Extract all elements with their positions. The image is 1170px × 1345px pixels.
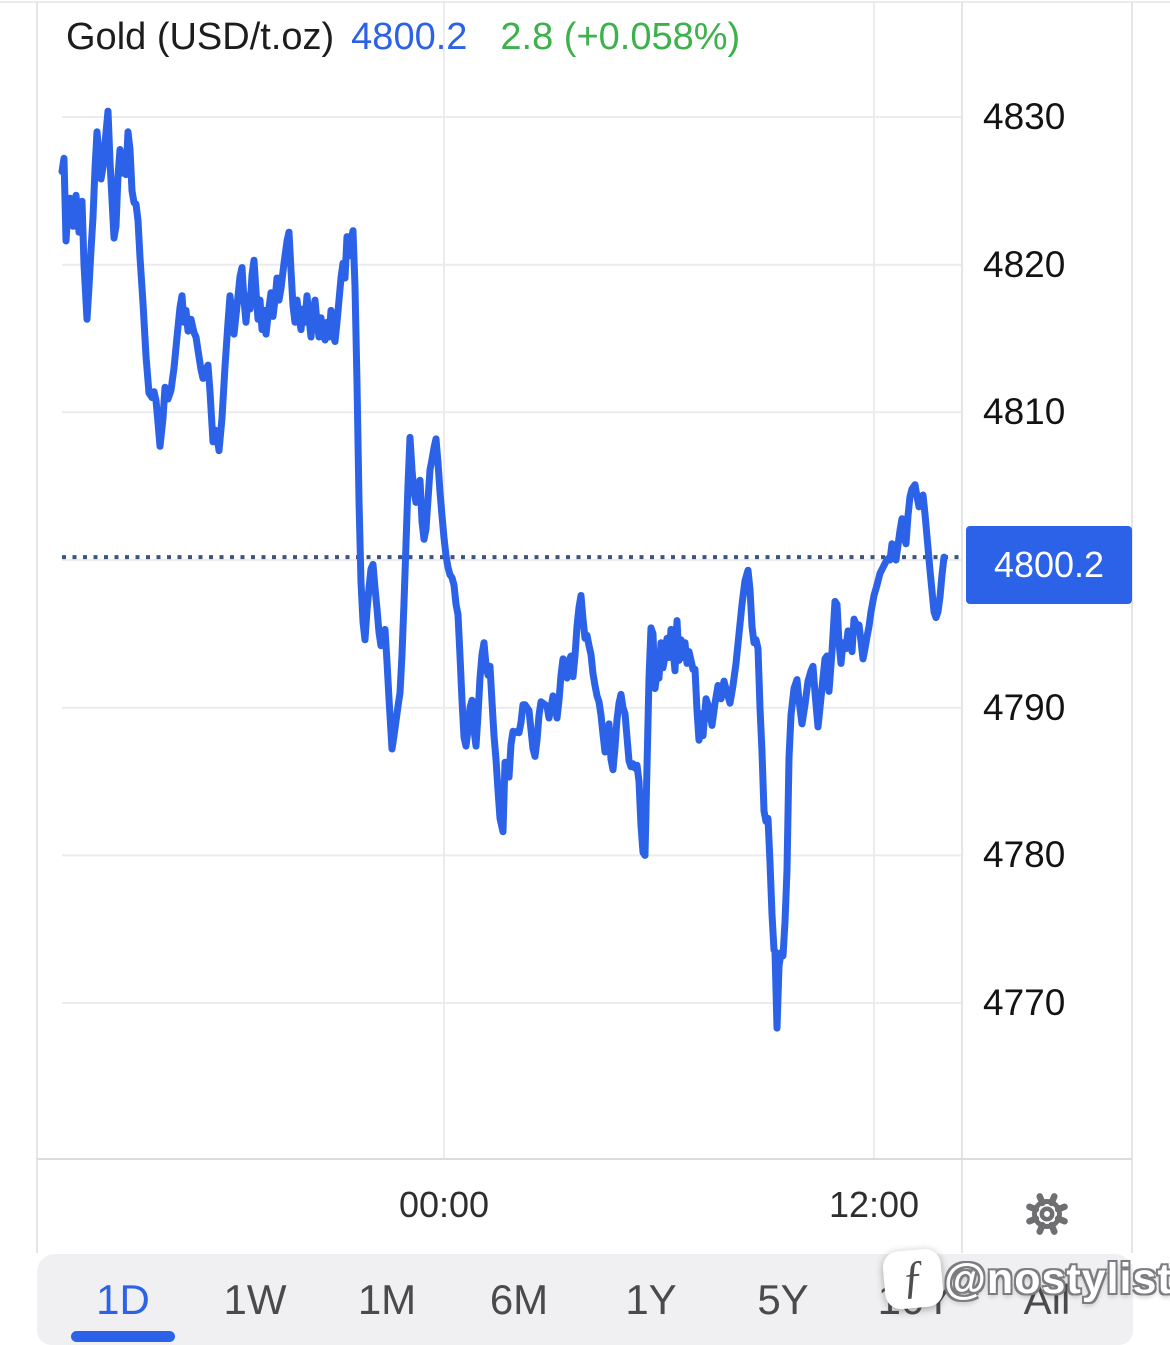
chart-settings-button[interactable] xyxy=(1022,1189,1072,1239)
top-border xyxy=(0,1,1170,3)
y-axis-label: 4820 xyxy=(983,244,1066,285)
instrument-title: Gold (USD/t.oz) xyxy=(66,16,335,58)
range-tabbar: 1D 1W 1M 6M 1Y 5Y 10Y All xyxy=(37,1254,1133,1345)
range-tab-1w[interactable]: 1W xyxy=(223,1275,287,1323)
current-price-tag: 4800.2 xyxy=(966,526,1132,604)
y-axis-label: 4810 xyxy=(983,391,1066,432)
range-tab-all[interactable]: All xyxy=(1023,1275,1071,1323)
chart-header: Gold (USD/t.oz) 4800.2 2.8 (+0.058%) xyxy=(66,16,740,59)
axis-separator xyxy=(961,2,963,1253)
range-tab-1m[interactable]: 1M xyxy=(357,1275,417,1323)
right-border xyxy=(1131,2,1133,1253)
last-price-value: 4800.2 xyxy=(351,16,468,58)
y-axis-label: 4830 xyxy=(983,96,1066,137)
range-tab-5y[interactable]: 5Y xyxy=(757,1275,809,1323)
gear-icon xyxy=(1026,1193,1068,1235)
y-axis-label: 4780 xyxy=(983,834,1066,875)
active-tab-underline xyxy=(71,1331,175,1342)
x-axis-label: 12:00 xyxy=(828,1184,920,1225)
range-tab-1y[interactable]: 1Y xyxy=(625,1275,677,1323)
range-tab-10y[interactable]: 10Y xyxy=(877,1275,953,1323)
range-tab-6m[interactable]: 6M xyxy=(489,1275,549,1323)
y-axis-label: 4790 xyxy=(983,687,1066,728)
price-change-value: 2.8 (+0.058%) xyxy=(500,16,741,58)
left-border xyxy=(36,2,38,1253)
range-tab-1d[interactable]: 1D xyxy=(57,1254,189,1345)
y-axis-label: 4770 xyxy=(983,982,1066,1023)
chart-bottom-border xyxy=(37,1158,1132,1160)
x-axis-label: 00:00 xyxy=(398,1184,490,1225)
price-series-line xyxy=(58,107,948,1032)
